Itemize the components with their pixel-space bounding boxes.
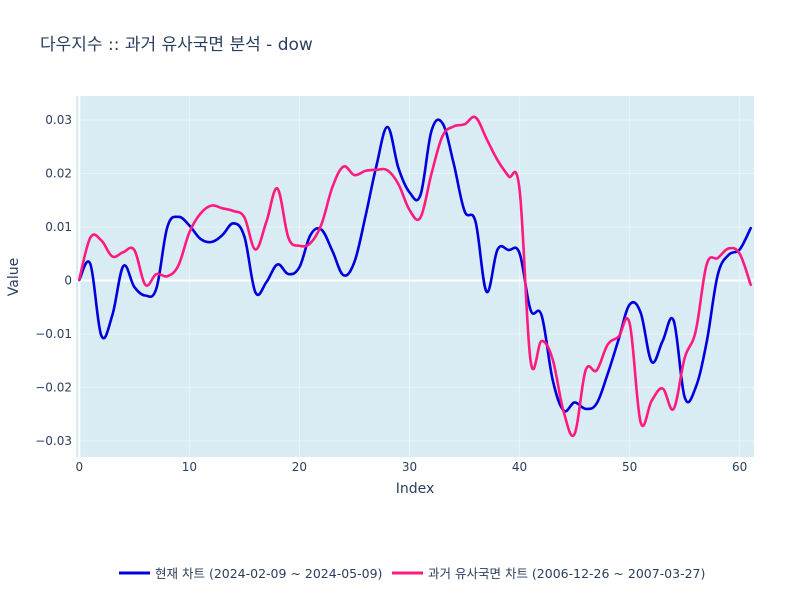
- x-tick-label: 30: [402, 460, 417, 474]
- x-tick-label: 10: [182, 460, 197, 474]
- legend-label-current: 현재 차트 (2024-02-09 ~ 2024-05-09): [155, 566, 382, 581]
- y-tick-label: 0.01: [45, 220, 72, 234]
- x-tick-label: 40: [512, 460, 527, 474]
- series-line-past[interactable]: [78, 115, 752, 438]
- plot-background: [76, 96, 754, 457]
- legend-label-past: 과거 유사국면 차트 (2006-12-26 ~ 2007-03-27): [428, 566, 705, 581]
- y-tick-label: −0.03: [35, 434, 72, 448]
- y-tick-label: 0: [64, 274, 72, 288]
- y-tick-labels: −0.03 −0.02 −0.01 0 0.01 0.02 0.03: [35, 113, 72, 448]
- x-tick-label: 50: [622, 460, 637, 474]
- y-tick-label: 0.02: [45, 167, 72, 181]
- y-tick-label: −0.02: [35, 380, 72, 394]
- y-tick-label: 0.03: [45, 113, 72, 127]
- y-tick-label: −0.01: [35, 327, 72, 341]
- y-axis-label: Value: [6, 258, 22, 296]
- legend-item-past[interactable]: 과거 유사국면 차트 (2006-12-26 ~ 2007-03-27): [392, 566, 705, 581]
- x-tick-label: 20: [292, 460, 307, 474]
- x-axis-label: Index: [396, 481, 435, 497]
- series-lines: [78, 115, 752, 438]
- x-tick-label: 0: [75, 460, 83, 474]
- legend-item-current[interactable]: 현재 차트 (2024-02-09 ~ 2024-05-09): [119, 566, 382, 581]
- x-tick-labels: 0 10 20 30 40 50 60: [75, 460, 747, 474]
- x-tick-label: 60: [732, 460, 747, 474]
- chart-title: 다우지수 :: 과거 유사국면 분석 - dow: [40, 35, 313, 55]
- series-line-current[interactable]: [78, 118, 752, 413]
- legend: 현재 차트 (2024-02-09 ~ 2024-05-09) 과거 유사국면 …: [119, 566, 705, 581]
- gridlines: [76, 96, 754, 457]
